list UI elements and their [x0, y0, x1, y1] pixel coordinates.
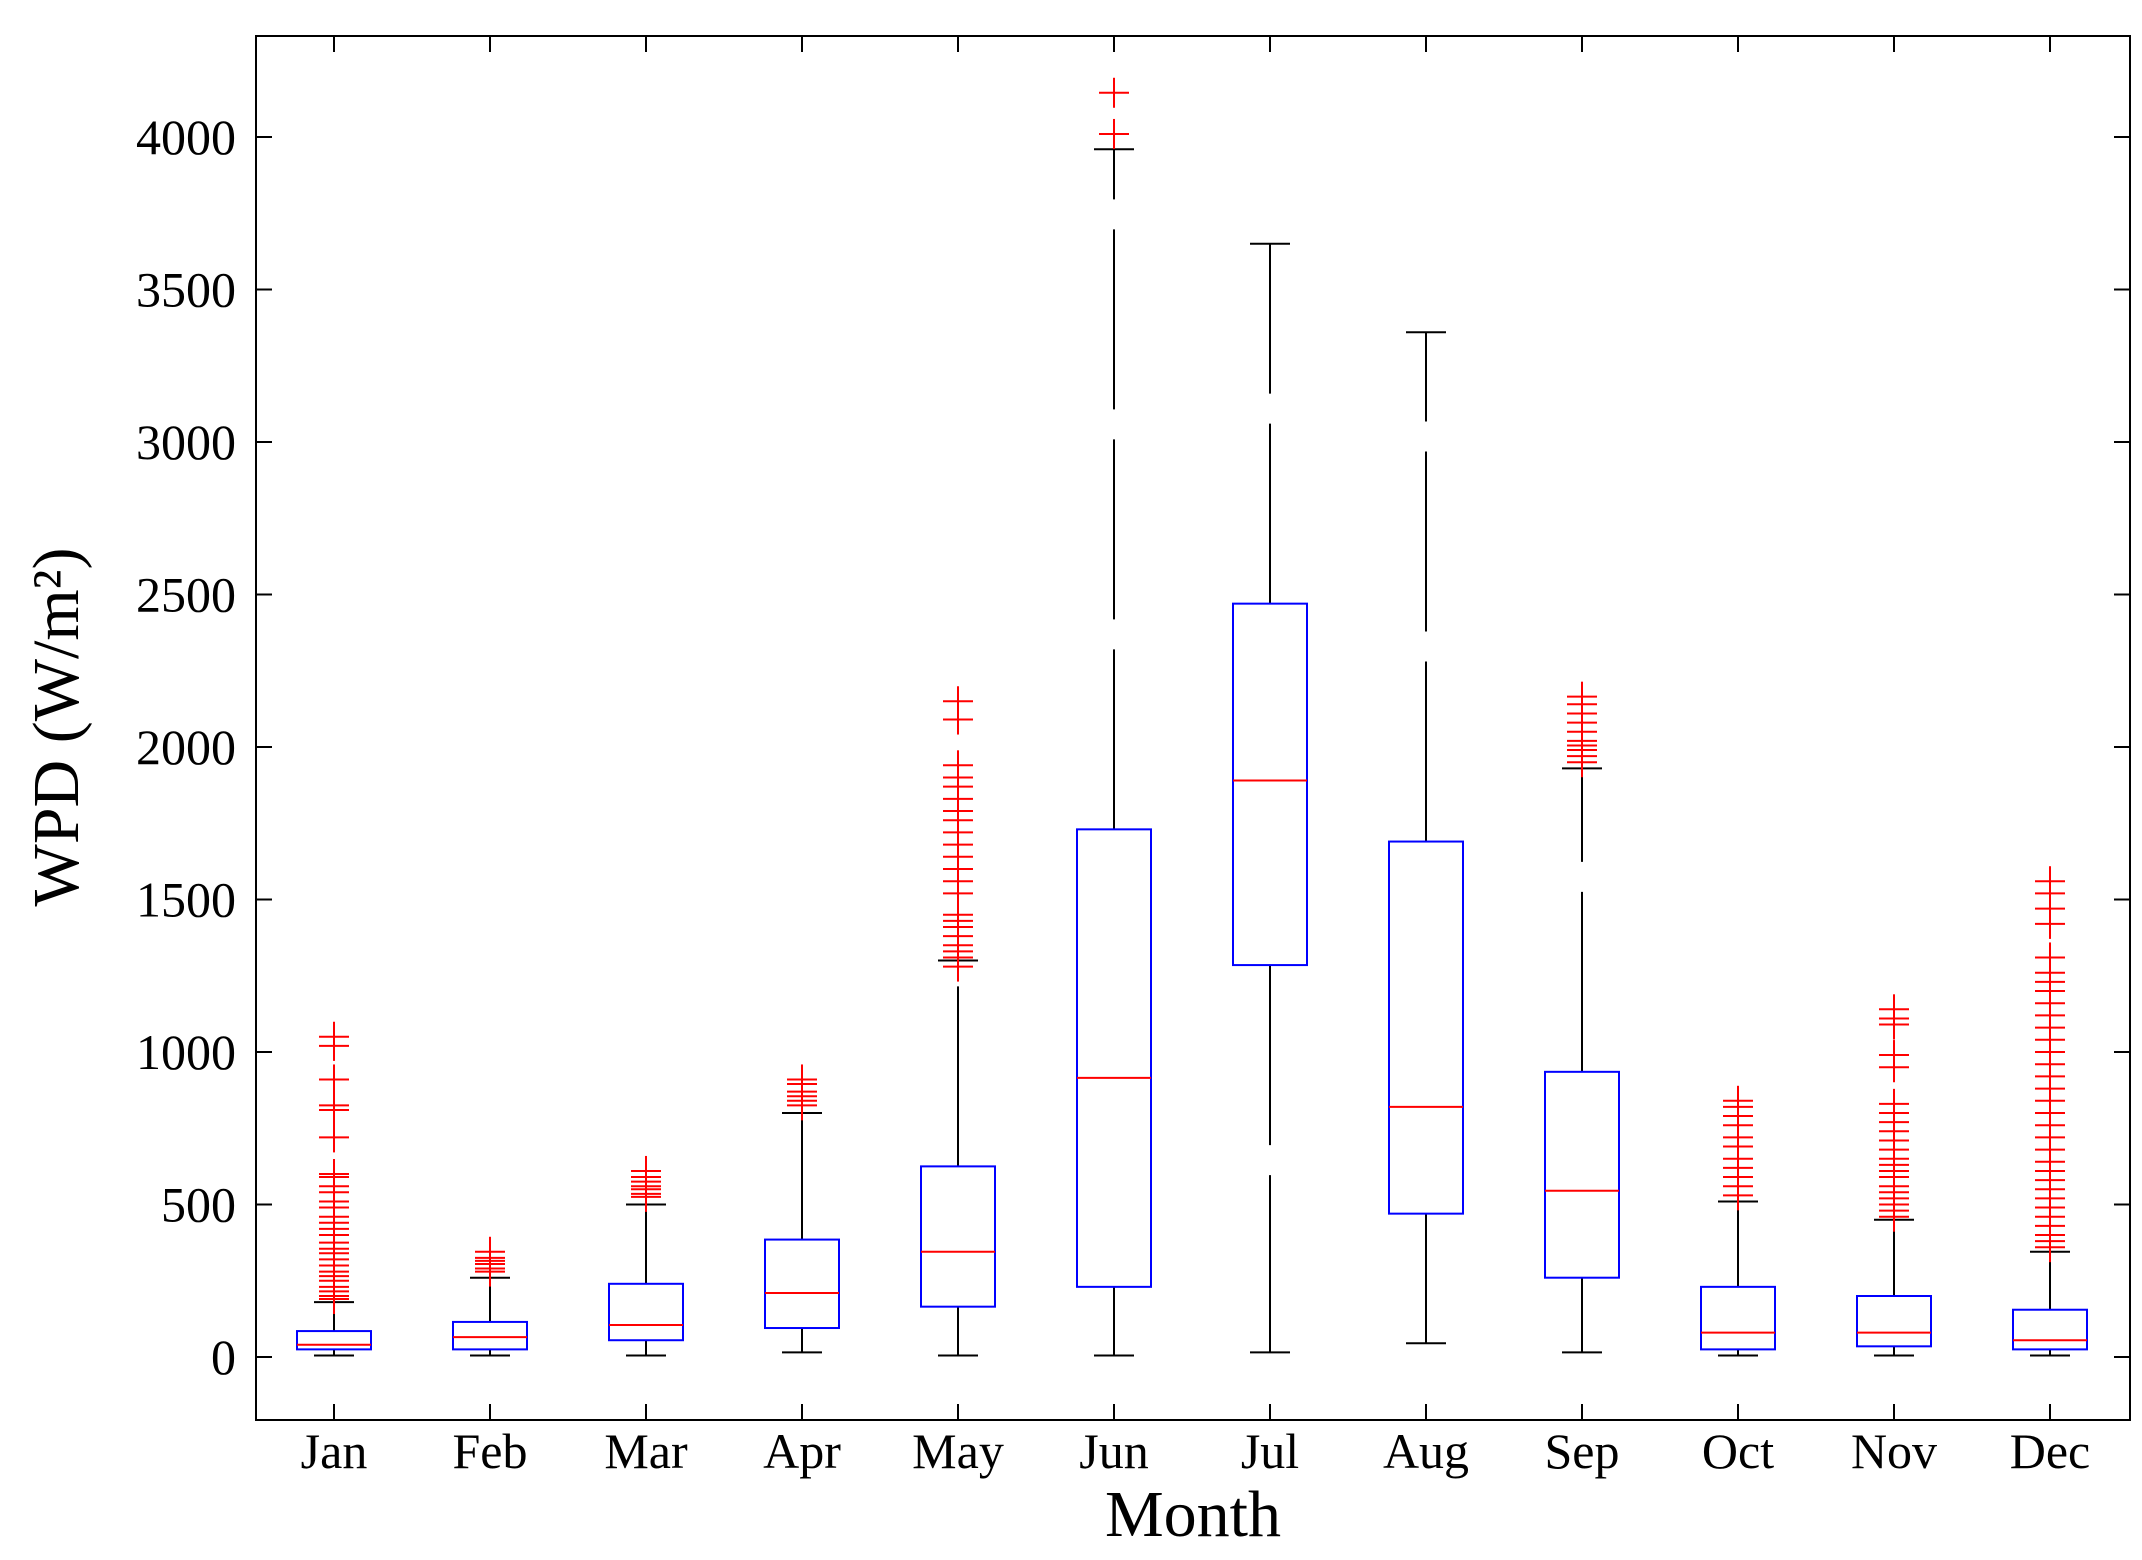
x-tick-label: Jun [1079, 1423, 1148, 1479]
box-aug [1388, 331, 1464, 1345]
box-nov [1856, 994, 1932, 1357]
outlier-marker [787, 1064, 817, 1095]
y-tick-label: 2500 [136, 567, 236, 623]
outlier-marker [1099, 77, 1129, 108]
x-tick-label: Sep [1545, 1423, 1620, 1479]
iqr-box [1700, 1285, 1776, 1351]
outlier-marker [319, 1122, 349, 1153]
y-tick-label: 1500 [136, 872, 236, 928]
x-tick-label: Feb [453, 1423, 528, 1479]
iqr-box [1388, 840, 1464, 1215]
y-tick-label: 3500 [136, 262, 236, 318]
x-tick-label: Aug [1383, 1423, 1469, 1479]
box-mar [608, 1155, 684, 1357]
outlier-marker [1879, 994, 1909, 1025]
iqr-box [1544, 1070, 1620, 1279]
outlier-marker [319, 1159, 349, 1189]
outlier-marker [475, 1236, 505, 1267]
iqr-box [296, 1330, 372, 1351]
iqr-box [1076, 828, 1152, 1288]
box-feb [452, 1236, 528, 1357]
y-axis-title: WPD (W/m²) [20, 548, 93, 907]
iqr-box [608, 1282, 684, 1342]
box-may [920, 686, 996, 1357]
box-jan [296, 1021, 372, 1357]
y-tick-label: 500 [161, 1177, 236, 1233]
x-tick-label: Oct [1702, 1423, 1774, 1479]
y-tick-label: 2000 [136, 719, 236, 775]
x-tick-label: Jan [301, 1423, 368, 1479]
x-tick-label: Apr [763, 1423, 841, 1479]
x-tick-label: May [912, 1423, 1004, 1479]
outlier-marker [943, 686, 973, 717]
outlier-marker [1099, 118, 1129, 149]
y-tick-label: 3000 [136, 414, 236, 470]
box-jul [1232, 242, 1308, 1354]
outlier-marker [319, 1064, 349, 1095]
box-apr [764, 1064, 840, 1354]
x-tick-label: Mar [604, 1423, 688, 1479]
box-sep [1544, 681, 1620, 1354]
outlier-marker [319, 1090, 349, 1121]
box-dec [2012, 866, 2088, 1357]
outlier-marker [1879, 1088, 1909, 1119]
x-tick-label: Jul [1241, 1423, 1299, 1479]
iqr-box [1232, 602, 1308, 967]
iqr-box [920, 1165, 996, 1308]
box-oct [1700, 1085, 1776, 1357]
iqr-box [764, 1238, 840, 1330]
box-series [296, 77, 2088, 1357]
outlier-marker [319, 1021, 349, 1052]
y-tick-label: 0 [211, 1329, 236, 1385]
y-tick-label: 4000 [136, 109, 236, 165]
x-tick-label: Dec [2010, 1423, 2091, 1479]
outlier-marker [2035, 942, 2065, 973]
x-axis-title: Month [1105, 1478, 1281, 1551]
plot-frame [255, 35, 2131, 1421]
x-axis: Jan Feb Mar Apr May Jun Jul Aug Sep Oct Nov Dec [301, 36, 2091, 1479]
x-tick-label: Nov [1851, 1423, 1937, 1479]
iqr-box [452, 1320, 528, 1351]
iqr-box [1856, 1295, 1932, 1348]
box-jun [1076, 77, 1152, 1357]
iqr-box [2012, 1308, 2088, 1351]
y-axis: 0 500 1000 1500 2000 2500 3000 3500 4000 [136, 109, 2130, 1385]
y-tick-label: 1000 [136, 1024, 236, 1080]
outlier-marker [1879, 1040, 1909, 1071]
outlier-marker [2035, 866, 2065, 897]
outlier-marker [631, 1155, 661, 1186]
outlier-marker [943, 750, 973, 781]
outlier-marker [1567, 681, 1597, 712]
outlier-marker [1723, 1085, 1753, 1116]
